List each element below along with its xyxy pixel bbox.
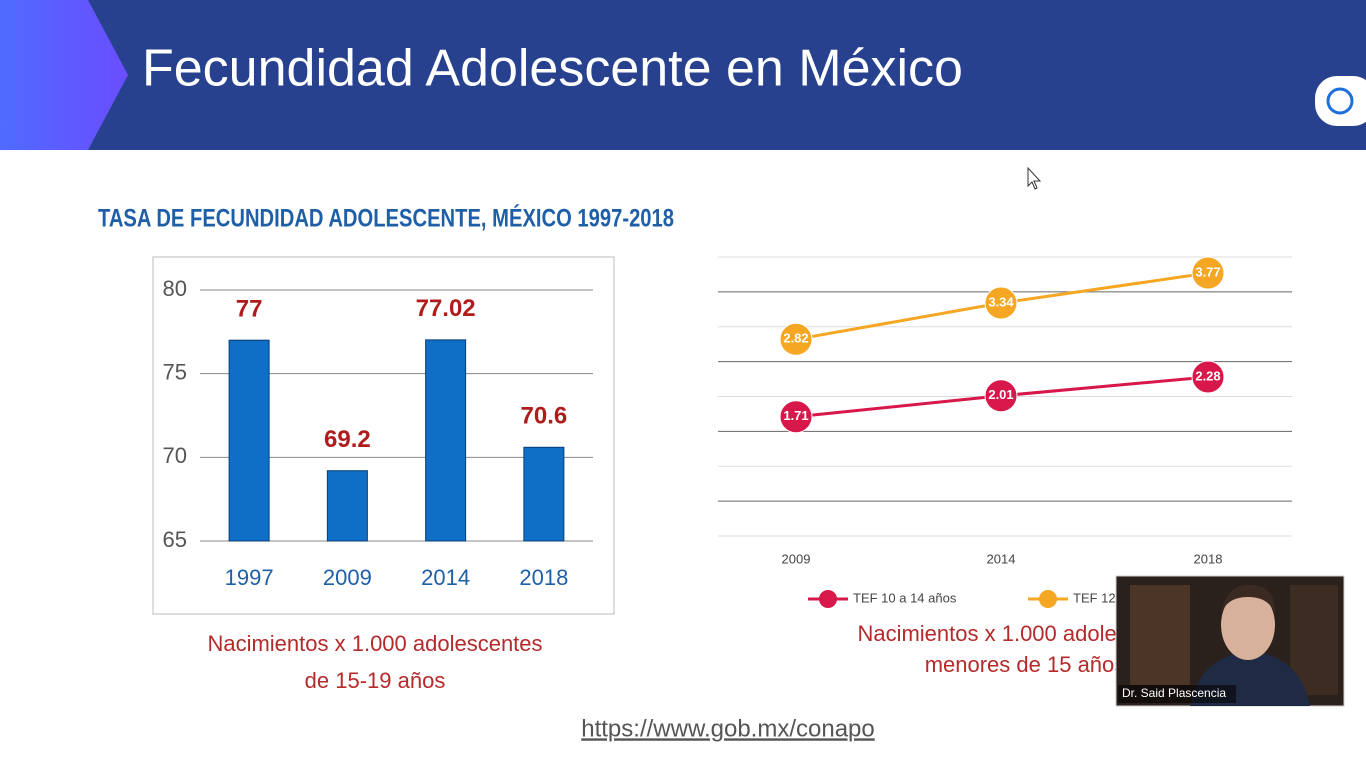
point-label: 2.28 <box>1195 368 1220 383</box>
chart-caption: menores de 15 años <box>925 652 1126 677</box>
x-tick-label: 2009 <box>782 551 811 566</box>
video-person-hair <box>1221 584 1276 615</box>
bar-value-label: 77 <box>236 296 263 323</box>
point-label: 3.77 <box>1195 264 1220 279</box>
point-label: 2.01 <box>988 387 1013 402</box>
video-shelf <box>1130 585 1190 685</box>
x-tick-label: 2014 <box>987 551 1016 566</box>
x-tick-label: 1997 <box>225 565 274 590</box>
point <box>1191 360 1225 394</box>
point <box>779 400 813 434</box>
app-logo[interactable] <box>1315 76 1366 126</box>
bar-value-label: 69.2 <box>324 426 371 453</box>
bar-chart-title: TASA DE FECUNDIDAD ADOLESCENTE, MÉXICO 1… <box>98 204 674 233</box>
video-name: Dr. Said Plascencia <box>1122 686 1226 700</box>
y-tick-label: 70 <box>163 443 187 468</box>
chart-caption: Nacimientos x 1.000 adolescentes <box>207 631 542 656</box>
video-label-bg <box>1118 685 1236 703</box>
point-label: 2.82 <box>783 331 808 346</box>
header-arrow <box>0 0 128 150</box>
point <box>1191 256 1225 290</box>
y-tick-label: 75 <box>163 359 187 384</box>
bar-value-label: 77.02 <box>416 295 476 322</box>
point <box>984 286 1018 320</box>
bar-chart-frame <box>152 256 615 615</box>
x-tick-label: 2018 <box>519 565 568 590</box>
point <box>984 379 1018 413</box>
bar <box>228 339 270 542</box>
y-tick-label: 80 <box>163 276 187 301</box>
video-tile[interactable]: Dr. Said Plascencia <box>1115 575 1345 707</box>
header-band <box>0 0 1366 150</box>
bar <box>523 446 565 542</box>
charts: 65 70 75 80 77 1997 69.2 2009 77.02 2014 70.6 2018 N… <box>163 256 1292 693</box>
bar-value-label: 70.6 <box>521 403 568 430</box>
chart-caption: de 15-19 años <box>305 668 446 693</box>
legend-marker <box>819 590 837 608</box>
legend-label: TEF 12 <box>1073 590 1116 605</box>
bar <box>425 339 467 542</box>
logo-icon <box>1326 87 1354 115</box>
point-label: 3.34 <box>988 294 1014 309</box>
video-person-head <box>1221 590 1275 660</box>
slide-title: Fecundidad Adolescente en México <box>142 40 963 98</box>
legend-label: TEF 10 a 14 años <box>853 590 957 605</box>
source-link[interactable]: https://www.gob.mx/conapo <box>581 715 874 742</box>
legend-marker <box>1039 590 1057 608</box>
point <box>779 322 813 356</box>
y-tick-label: 65 <box>163 527 187 552</box>
x-tick-label: 2009 <box>323 565 372 590</box>
x-tick-label: 2018 <box>1194 551 1223 566</box>
x-tick-label: 2014 <box>421 565 470 590</box>
point-label: 1.71 <box>783 408 808 423</box>
mouse-cursor <box>1027 166 1042 190</box>
bar <box>326 470 368 542</box>
